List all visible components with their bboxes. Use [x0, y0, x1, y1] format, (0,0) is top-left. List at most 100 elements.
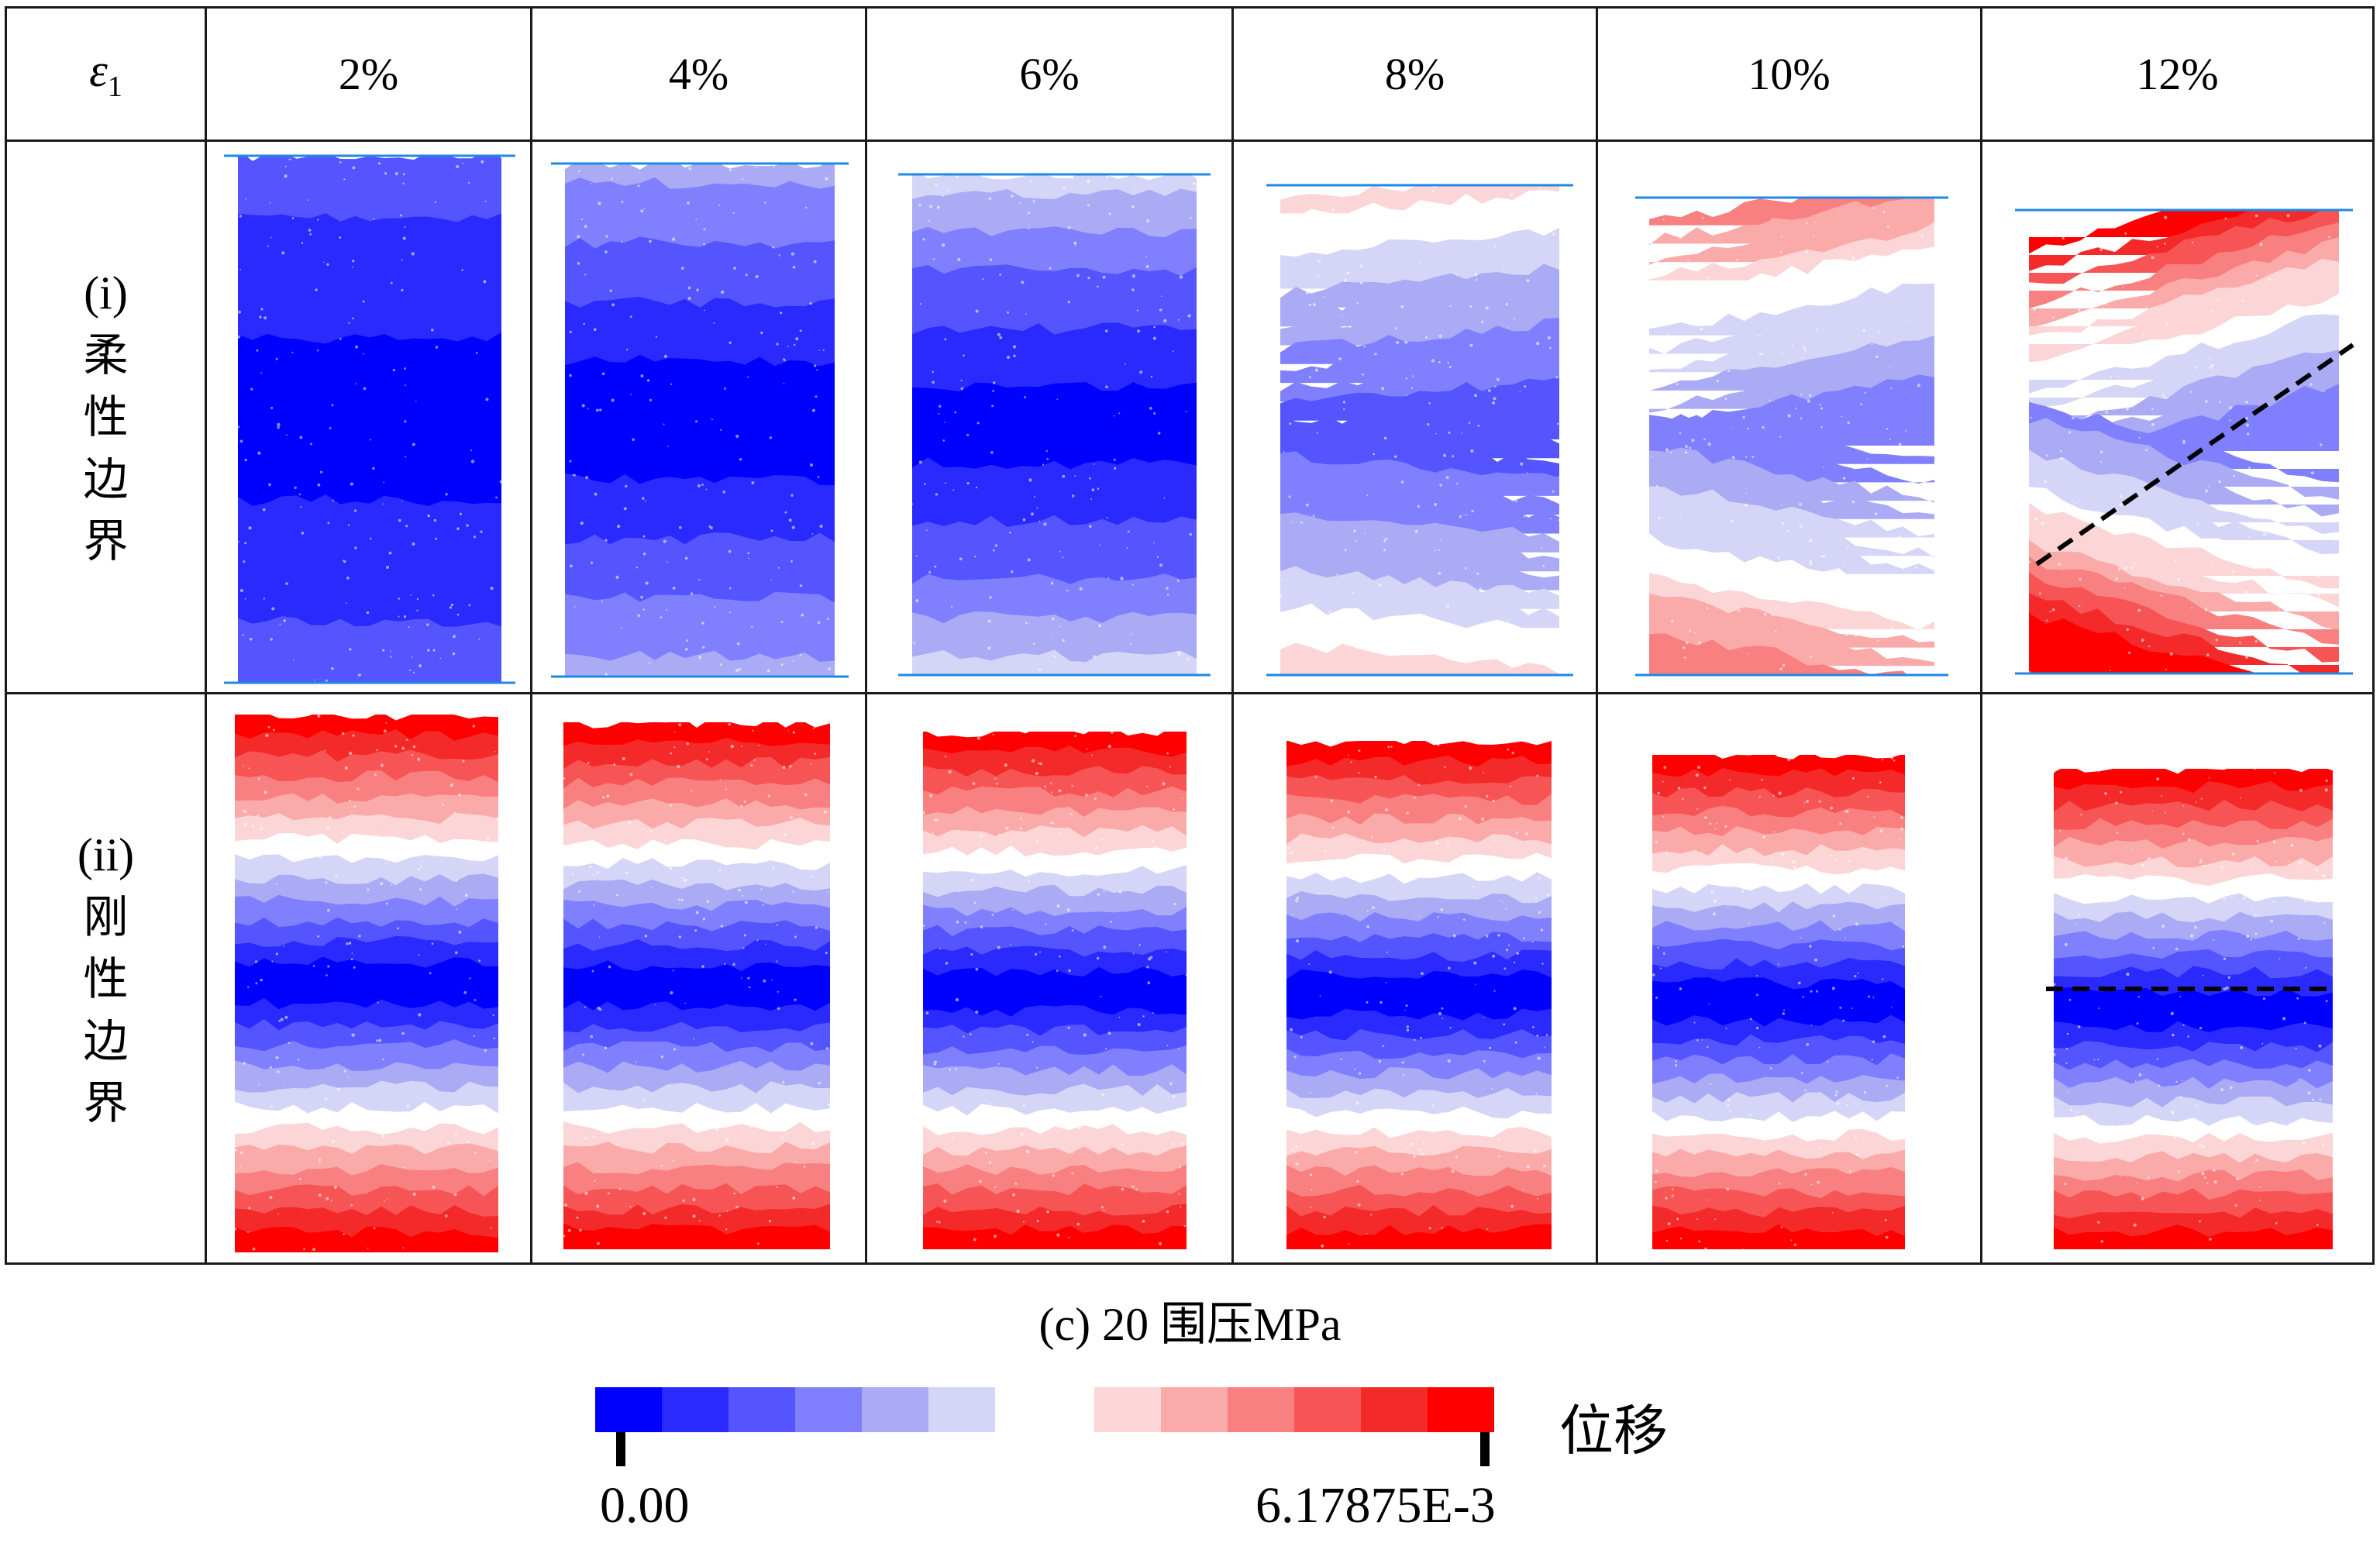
speckle-dot: [1676, 1218, 1679, 1221]
speckle-dot: [811, 1142, 815, 1145]
speckle-dot: [644, 935, 648, 938]
speckle-dot: [1890, 626, 1893, 629]
speckle-dot: [945, 482, 947, 484]
speckle-dot: [1328, 970, 1332, 974]
speckle-dot: [672, 587, 676, 590]
speckle-dot: [732, 212, 735, 214]
speckle-dot: [2290, 843, 2294, 847]
speckle-dot: [755, 274, 759, 279]
speckle-dot: [239, 268, 241, 270]
speckle-dot: [1792, 597, 1795, 600]
speckle-dot: [1148, 832, 1150, 833]
speckle-dot: [2161, 925, 2165, 928]
speckle-dot: [1662, 952, 1665, 955]
speckle-dot: [412, 443, 415, 446]
speckle-dot: [1846, 1104, 1848, 1106]
speckle-dot: [344, 766, 349, 770]
speckle-dot: [590, 1035, 593, 1038]
speckle-dot: [1072, 1152, 1074, 1155]
speckle-dot: [1541, 963, 1544, 965]
speckle-dot: [989, 258, 993, 261]
speckle-dot: [2134, 1080, 2137, 1083]
speckle-dot: [664, 1216, 667, 1219]
speckle-dot: [247, 986, 250, 988]
speckle-dot: [336, 1087, 340, 1091]
speckle-dot: [325, 881, 328, 884]
speckle-dot: [784, 511, 787, 514]
speckle-dot: [1866, 458, 1869, 460]
speckle-dot: [291, 217, 294, 219]
speckle-dot: [2115, 577, 2118, 580]
speckle-dot: [2105, 902, 2107, 904]
speckle-dot: [783, 383, 785, 384]
speckle-dot: [382, 503, 384, 505]
speckle-dot: [768, 1220, 772, 1223]
contour-band: [1280, 281, 1559, 327]
speckle-dot: [2181, 1080, 2183, 1082]
speckle-dot: [1724, 825, 1727, 828]
speckle-dot: [1452, 934, 1456, 938]
speckle-dot: [1308, 376, 1311, 379]
particle-speckle: [1280, 185, 1559, 675]
speckle-dot: [358, 935, 361, 938]
speckle-dot: [975, 309, 979, 313]
speckle-dot: [418, 868, 421, 871]
speckle-dot: [1435, 842, 1438, 845]
speckle-dot: [2299, 788, 2303, 792]
speckle-dot: [1035, 840, 1039, 844]
speckle-dot: [1676, 317, 1679, 320]
speckle-dot: [284, 824, 286, 826]
contour-bands: [238, 156, 501, 683]
speckle-dot: [303, 1248, 305, 1251]
speckle-dot: [585, 476, 589, 480]
speckle-dot: [1839, 822, 1842, 825]
speckle-dot: [275, 883, 278, 885]
speckle-dot: [703, 243, 705, 246]
speckle-dot: [1741, 890, 1745, 893]
speckle-dot: [376, 749, 378, 752]
speckle-dot: [496, 817, 498, 820]
displacement-contour: [2015, 208, 2354, 675]
speckle-dot: [1354, 1068, 1356, 1070]
speckle-dot: [1818, 800, 1821, 803]
speckle-dot: [1769, 1067, 1772, 1069]
speckle-dot: [1669, 341, 1672, 344]
speckle-dot: [1295, 1162, 1299, 1166]
speckle-dot: [1087, 277, 1090, 280]
speckle-dot: [1875, 355, 1879, 359]
speckle-dot: [1401, 1061, 1404, 1064]
speckle-dot: [2325, 1000, 2328, 1003]
speckle-dot: [956, 920, 959, 924]
speckle-dot: [809, 463, 814, 467]
speckle-dot: [385, 902, 388, 905]
speckle-dot: [235, 1228, 237, 1231]
speckle-dot: [1126, 547, 1128, 549]
speckle-dot: [1022, 1221, 1025, 1223]
speckle-dot: [2220, 504, 2222, 506]
speckle-dot: [2041, 522, 2044, 525]
speckle-dot: [757, 1242, 759, 1245]
speckle-dot: [1733, 890, 1735, 891]
speckle-dot: [1370, 1214, 1373, 1216]
speckle-dot: [439, 657, 442, 660]
speckle-dot: [331, 666, 334, 670]
speckle-dot: [599, 408, 602, 412]
speckle-dot: [1136, 1127, 1139, 1130]
speckle-dot: [300, 506, 302, 508]
speckle-dot: [2236, 1177, 2239, 1181]
speckle-dot: [1100, 995, 1102, 997]
speckle-dot: [994, 544, 997, 547]
speckle-dot: [2064, 372, 2066, 374]
speckle-dot: [1804, 589, 1807, 592]
speckle-dot: [1038, 668, 1042, 671]
speckle-dot: [343, 1069, 346, 1073]
speckle-dot: [1534, 897, 1538, 900]
speckle-dot: [1792, 873, 1794, 876]
speckle-dot: [1716, 822, 1718, 825]
speckle-dot: [2245, 401, 2248, 404]
speckle-dot: [2164, 215, 2168, 219]
speckle-dot: [426, 623, 429, 626]
speckle-dot: [735, 434, 739, 439]
speckle-dot: [1051, 654, 1053, 657]
speckle-dot: [1485, 935, 1489, 938]
